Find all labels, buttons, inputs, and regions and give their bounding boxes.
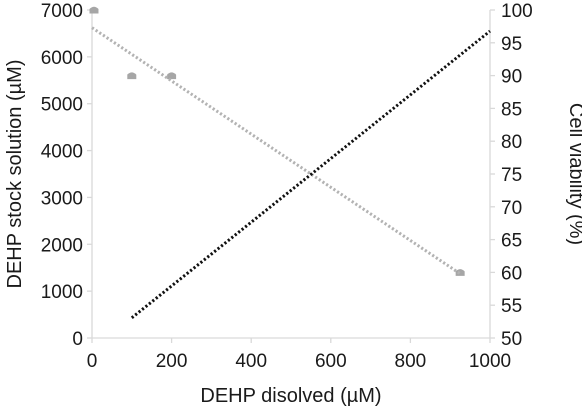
x-tick-label: 0 xyxy=(87,351,98,372)
y-tick-label: 5000 xyxy=(41,95,83,116)
y2-tick-label: 50 xyxy=(501,329,522,350)
tick-labels: 0 200 400 600 800 1000 0 1000 2000 3000 4000 5000 60… xyxy=(41,1,533,372)
data-point xyxy=(127,72,137,80)
x-axis-title: DEHP disolved (µM) xyxy=(200,385,381,407)
y2-tick-label: 80 xyxy=(501,132,522,153)
y-tick-label: 3000 xyxy=(41,188,83,209)
viability-trendline xyxy=(91,26,461,275)
y2-tick-label: 60 xyxy=(501,263,522,284)
y2-tick-label: 85 xyxy=(501,99,522,120)
x-tick-label: 800 xyxy=(395,351,427,372)
y2-axis-title: Cell viability (%) xyxy=(565,103,582,245)
x-tick-label: 400 xyxy=(235,351,267,372)
y2-tick-label: 55 xyxy=(501,296,522,317)
y-tick-label: 6000 xyxy=(41,48,83,69)
y-tick-label: 1000 xyxy=(41,282,83,303)
y-axis-title: DEHP stock solution (µM) xyxy=(4,60,26,289)
x-tick-label: 600 xyxy=(315,351,347,372)
y-tick-label: 2000 xyxy=(41,235,83,256)
y-tick-label: 0 xyxy=(72,329,83,350)
y-tick-label: 4000 xyxy=(41,142,83,163)
y2-tick-label: 100 xyxy=(501,1,533,22)
y2-tick-label: 90 xyxy=(501,67,522,88)
y2-tick-label: 65 xyxy=(501,231,522,252)
y2-tick-label: 75 xyxy=(501,165,522,186)
data-point xyxy=(167,72,177,80)
x-tick-label: 1000 xyxy=(469,351,511,372)
stock-trendline xyxy=(130,29,491,320)
x-tick-label: 200 xyxy=(156,351,188,372)
y2-tick-label: 95 xyxy=(501,34,522,55)
plot-area xyxy=(89,6,491,320)
axes xyxy=(87,9,495,343)
y-tick-label: 7000 xyxy=(41,1,83,22)
y2-tick-label: 70 xyxy=(501,198,522,219)
data-point xyxy=(89,6,99,14)
